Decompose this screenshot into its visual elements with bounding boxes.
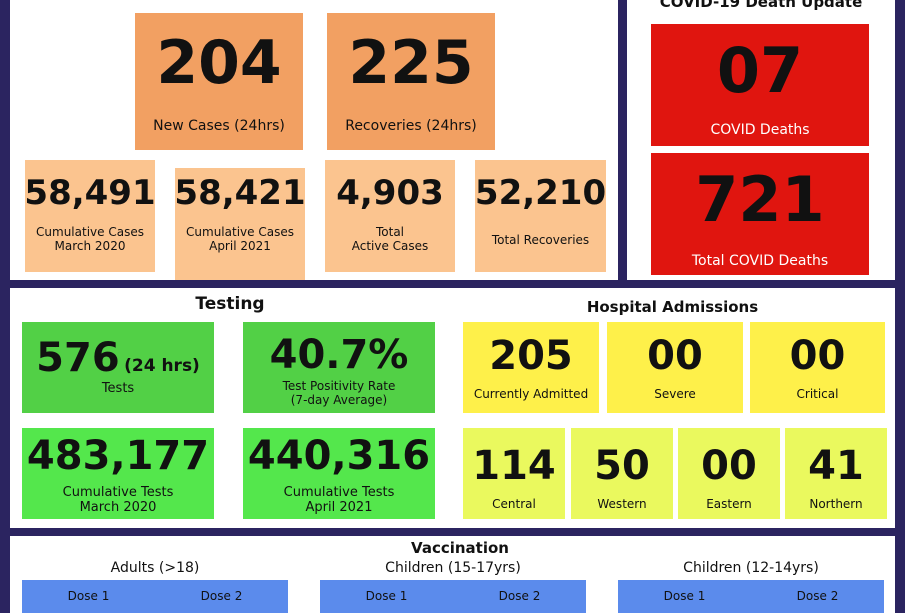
positivity-label-2: (7-day Average) (290, 392, 388, 407)
cumulative-tests-april-tile: 440,316 Cumulative Tests April 2021 (243, 428, 435, 519)
admitted-label: Currently Admitted (473, 387, 589, 401)
cumulative-tests-march-value: 483,177 (26, 433, 210, 479)
total-deaths-label: Total COVID Deaths (691, 253, 829, 269)
western-tile: 50 Western (571, 428, 673, 519)
northern-tile: 41 Northern (785, 428, 887, 519)
cumulative-cases-april-tile: 58,421 Cumulative Cases April 2021 (174, 168, 306, 280)
eastern-label: Eastern (706, 497, 752, 511)
vacc-group-12-14-bar: Dose 1 Dose 2 (618, 580, 884, 613)
cumulative-cases-march-tile: 58,491 Cumulative Cases March 2020 (24, 160, 156, 272)
testing-title: Testing (195, 294, 265, 314)
new-cases-label: New Cases (24hrs) (153, 118, 285, 134)
recoveries-24-tile: 225 Recoveries (24hrs) (327, 13, 495, 150)
cumulative-cases-march-label-1: Cumulative Cases (36, 225, 144, 239)
new-cases-value: 204 (156, 28, 282, 98)
recoveries-24-value: 225 (348, 28, 474, 98)
critical-label: Critical (796, 387, 839, 401)
northern-label: Northern (809, 497, 863, 511)
vacc-adults-dose1-label: Dose 1 (67, 589, 110, 603)
tests-label: Tests (101, 381, 135, 396)
eastern-tile: 00 Eastern (678, 428, 780, 519)
severe-tile: 00 Severe (607, 322, 743, 413)
critical-value: 00 (789, 333, 846, 379)
total-deaths-value: 721 (695, 163, 825, 236)
active-cases-value: 4,903 (336, 173, 444, 213)
new-cases-tile: 204 New Cases (24hrs) (135, 13, 303, 150)
vacc-group-15-17-title: Children (15-17yrs) (385, 560, 521, 576)
active-cases-label-1: Total (375, 225, 405, 239)
central-tile: 114 Central (463, 428, 565, 519)
positivity-value: 40.7% (269, 332, 409, 378)
cumulative-tests-march-label-1: Cumulative Tests (62, 485, 174, 500)
vacc-group-12-14-title: Children (12-14yrs) (683, 560, 819, 576)
total-recoveries-tile: 52,210 Total Recoveries (475, 160, 606, 272)
vaccination-title: Vaccination (411, 539, 509, 557)
vacc-15-17-dose1-label: Dose 1 (365, 589, 408, 603)
active-cases-tile: 4,903 Total Active Cases (325, 160, 455, 272)
admitted-value: 205 (489, 333, 573, 379)
vacc-12-14-dose2-label: Dose 2 (796, 589, 839, 603)
cumulative-cases-april-label-1: Cumulative Cases (186, 225, 294, 239)
active-cases-label-2: Active Cases (351, 238, 429, 253)
vacc-group-adults-title: Adults (>18) (110, 560, 200, 576)
vacc-12-14-dose1-label: Dose 1 (663, 589, 706, 603)
covid-deaths-label: COVID Deaths (710, 122, 810, 138)
cumulative-tests-april-value: 440,316 (247, 433, 431, 479)
vacc-group-adults-bar: Dose 1 Dose 2 (22, 580, 288, 613)
tests-value: 576 (36, 335, 120, 381)
critical-tile: 00 Critical (750, 322, 885, 413)
covid-deaths-value: 07 (716, 34, 804, 107)
cumulative-cases-march-value: 58,491 (24, 173, 156, 213)
total-deaths-tile: 721 Total COVID Deaths (651, 153, 869, 275)
positivity-tile: 40.7% Test Positivity Rate (7-day Averag… (243, 322, 435, 413)
tests-suffix: (24 hrs) (124, 356, 200, 376)
recoveries-24-label: Recoveries (24hrs) (345, 118, 477, 134)
positivity-label-1: Test Positivity Rate (282, 379, 396, 393)
cumulative-cases-march-label-2: March 2020 (54, 238, 126, 253)
cumulative-tests-march-tile: 483,177 Cumulative Tests March 2020 (22, 428, 214, 519)
vacc-group-15-17-bar: Dose 1 Dose 2 (320, 580, 586, 613)
tests-value-row: 576 (24 hrs) (36, 338, 200, 378)
northern-value: 41 (808, 443, 864, 489)
cumulative-cases-april-label-2: April 2021 (209, 238, 271, 253)
tests-tile: 576 (24 hrs) Tests (22, 322, 214, 413)
central-label: Central (492, 497, 536, 511)
severe-label: Severe (654, 387, 696, 401)
western-value: 50 (594, 443, 650, 489)
vacc-adults-dose2-label: Dose 2 (200, 589, 243, 603)
deaths-title: COVID-19 Death Update (659, 0, 863, 11)
covid-deaths-tile: 07 COVID Deaths (651, 24, 869, 146)
western-label: Western (597, 497, 647, 511)
eastern-value: 00 (701, 443, 757, 489)
cumulative-tests-april-label-1: Cumulative Tests (283, 485, 395, 500)
cumulative-tests-march-label-2: March 2020 (79, 499, 157, 515)
cumulative-tests-april-label-2: April 2021 (305, 499, 373, 515)
severe-value: 00 (647, 333, 703, 379)
vacc-15-17-dose2-label: Dose 2 (498, 589, 541, 603)
total-recoveries-label: Total Recoveries (491, 233, 590, 247)
admitted-tile: 205 Currently Admitted (463, 322, 599, 413)
total-recoveries-value: 52,210 (474, 173, 607, 213)
central-value: 114 (472, 443, 556, 489)
hospital-title: Hospital Admissions (586, 298, 759, 316)
cumulative-cases-april-value: 58,421 (174, 173, 306, 213)
